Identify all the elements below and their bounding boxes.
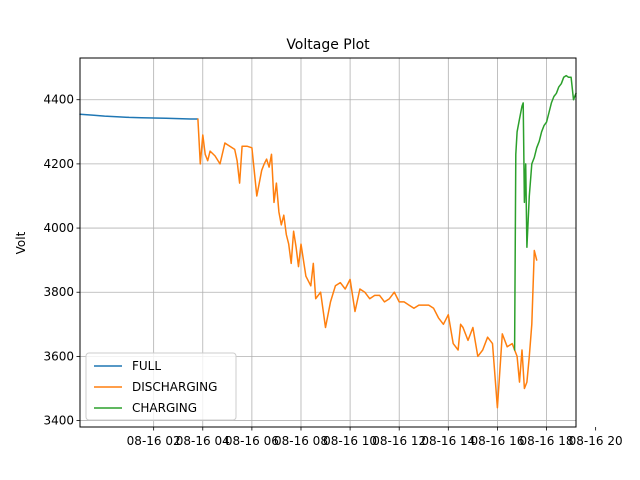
x-tick-label: 08-16 14 bbox=[421, 434, 475, 448]
series-line-discharging bbox=[197, 118, 538, 409]
x-tick-label: 08-16 08 bbox=[274, 434, 328, 448]
legend: FULL DISCHARGING CHARGING bbox=[85, 352, 237, 421]
legend-label: CHARGING bbox=[132, 401, 197, 415]
chart-title: Voltage Plot bbox=[286, 37, 370, 53]
x-tick-label: 08-16 16 bbox=[470, 434, 524, 448]
y-tick-label: 4000 bbox=[43, 221, 74, 235]
grid-lines bbox=[80, 58, 576, 427]
x-tick-label: 08-16 12 bbox=[372, 434, 426, 448]
x-tick-label: 08-16 10 bbox=[323, 434, 377, 448]
x-tick-label: 08-16 06 bbox=[225, 434, 279, 448]
legend-items: FULL DISCHARGING CHARGING bbox=[94, 359, 217, 415]
y-tick-label: 4200 bbox=[43, 157, 74, 171]
x-tick-label: 08-16 02 bbox=[127, 434, 181, 448]
legend-label: DISCHARGING bbox=[132, 380, 217, 394]
y-tick-label: 4400 bbox=[43, 93, 74, 107]
x-tick-label: 08-16 18 bbox=[520, 434, 574, 448]
y-tick-label: 3600 bbox=[43, 349, 74, 363]
series-line-charging bbox=[513, 74, 577, 351]
x-tick-label: 08-16 04 bbox=[176, 434, 230, 448]
y-axis-label: Volt bbox=[14, 231, 28, 254]
series-line-full bbox=[79, 113, 199, 120]
y-tick-label: 3800 bbox=[43, 285, 74, 299]
legend-box bbox=[85, 352, 237, 421]
y-tick-label: 3400 bbox=[43, 414, 74, 428]
x-tick-label: 08-16 20 bbox=[569, 434, 623, 448]
legend-label: FULL bbox=[132, 359, 161, 373]
plot-frame bbox=[79, 57, 577, 428]
series-lines bbox=[79, 74, 577, 409]
